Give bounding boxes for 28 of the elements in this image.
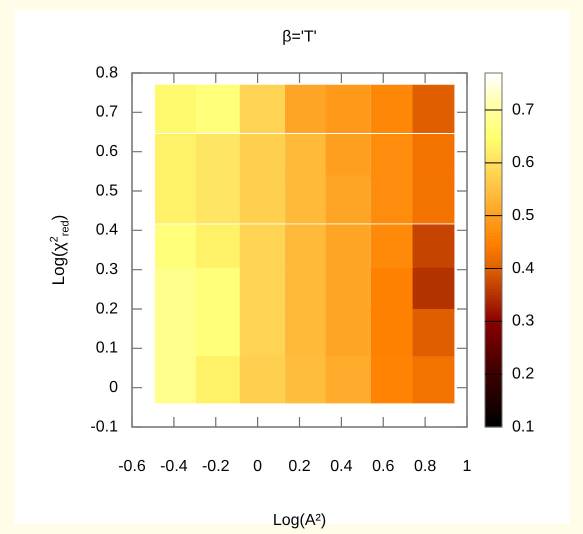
color-bar-label: 0.1 (512, 418, 534, 436)
x-tick-label: -0.6 (118, 458, 146, 476)
color-bar-label: 0.7 (512, 101, 534, 118)
y-tick-label: 0.4 (96, 222, 118, 239)
x-tick-label: -0.4 (160, 458, 188, 476)
x-tick-label: 0.6 (372, 458, 394, 476)
x-tick-label: 0.8 (414, 458, 436, 476)
color-bar-label: 0.5 (512, 207, 534, 224)
x-tick-label: 0.4 (330, 458, 353, 476)
x-tick-label: -0.2 (202, 458, 230, 476)
color-bar-label: 0.3 (512, 312, 534, 330)
y-tick-label: 0.6 (96, 143, 118, 160)
chart-title: β='T' (282, 28, 317, 46)
x-tick-label: 1 (462, 458, 472, 476)
y-tick-label: 0.5 (96, 182, 118, 200)
y-tick-label: 0.7 (96, 104, 118, 121)
color-bar-label: 0.2 (512, 366, 534, 383)
y-tick-label: 0.2 (96, 300, 118, 318)
x-tick-label: 0.2 (288, 458, 311, 476)
y-tick-label: -0.1 (90, 418, 118, 436)
y-tick-label: 0.8 (96, 64, 118, 82)
y-tick-label: 0 (109, 379, 118, 396)
y-tick-label: 0.3 (96, 261, 118, 278)
y-tick-label: 0.1 (96, 340, 118, 357)
color-bar-label: 0.4 (512, 260, 534, 277)
x-axis-title: Log(A²) (272, 512, 326, 529)
x-tick-label: 0 (253, 458, 262, 476)
color-bar-label: 0.6 (512, 154, 534, 172)
